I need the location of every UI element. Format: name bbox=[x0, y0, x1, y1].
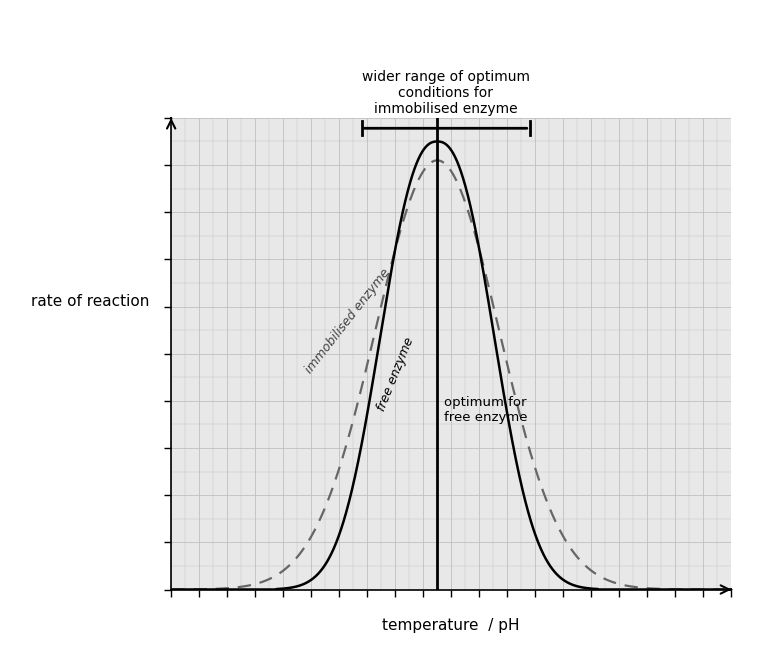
Text: wider range of optimum
conditions for
immobilised enzyme: wider range of optimum conditions for im… bbox=[362, 70, 530, 117]
Text: rate of reaction: rate of reaction bbox=[31, 294, 149, 309]
X-axis label: temperature  / pH: temperature / pH bbox=[383, 618, 520, 633]
Text: free enzyme: free enzyme bbox=[374, 335, 416, 413]
Text: optimum for
free enzyme: optimum for free enzyme bbox=[444, 396, 527, 424]
Text: immobilised enzyme: immobilised enzyme bbox=[303, 266, 393, 375]
